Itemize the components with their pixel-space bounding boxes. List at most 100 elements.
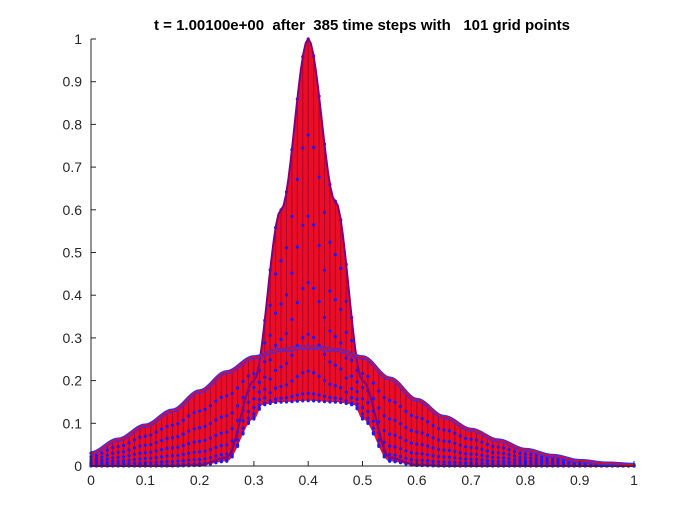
grid-point-marker [290,214,294,219]
grid-point-marker [339,386,343,390]
grid-point-marker [154,460,158,464]
grid-point-marker [312,392,316,396]
grid-point-marker [116,444,120,449]
grid-point-marker [252,412,256,416]
grid-point-marker [377,443,381,447]
grid-point-marker [279,396,283,400]
grid-point-marker [458,461,462,465]
x-tick-label: 0.5 [353,472,373,488]
grid-point-marker [453,449,457,454]
grid-point-marker [284,331,289,336]
grid-point-marker [214,399,218,403]
grid-point-marker [333,400,337,404]
grid-point-marker [377,420,381,424]
x-tick-label: 0.4 [298,472,318,488]
grid-point-marker [214,454,218,458]
grid-point-marker [116,450,120,455]
grid-point-marker [257,406,261,410]
grid-point-marker [284,400,289,404]
grid-point-marker [404,449,408,453]
grid-point-marker [540,460,544,464]
grid-point-marker [290,271,294,275]
grid-point-marker [181,432,185,436]
grid-point-marker [371,430,375,435]
grid-point-marker [322,379,327,383]
grid-point-marker [138,435,142,439]
grid-point-marker [333,384,337,388]
grid-point-marker [176,459,180,463]
grid-point-marker [393,418,397,422]
grid-point-marker [274,311,278,315]
grid-point-marker [382,453,386,457]
grid-point-marker [257,390,261,394]
grid-point-marker [225,452,229,456]
grid-point-marker [176,453,180,457]
grid-point-marker [138,457,142,461]
grid-point-marker [474,457,479,462]
grid-point-marker [350,374,354,378]
grid-point-marker [149,442,153,447]
grid-point-marker [154,430,158,434]
grid-point-marker [279,384,283,389]
grid-point-marker [111,462,115,466]
grid-point-marker [94,457,99,461]
grid-point-marker [453,456,457,460]
y-tick-label: 0.1 [63,415,83,431]
grid-point-marker [284,246,289,250]
grid-point-marker [268,333,272,337]
grid-point-marker [312,223,316,227]
grid-point-marker [333,363,337,367]
grid-point-marker [170,423,175,427]
grid-point-marker [366,420,370,424]
grid-point-marker [230,439,234,443]
grid-point-marker [274,368,278,372]
y-tick-label: 0.9 [63,74,83,90]
grid-point-marker [198,439,202,443]
grid-point-marker [458,443,462,447]
grid-point-marker [366,410,370,414]
x-tick-label: 0.3 [244,472,264,488]
grid-point-marker [149,450,153,454]
grid-point-marker [453,441,457,445]
final-profile-line [90,346,635,466]
grid-point-marker [252,416,256,420]
grid-point-marker [458,456,462,461]
grid-point-markers [89,37,636,468]
grid-point-marker [388,432,392,436]
grid-point-marker [317,399,321,403]
grid-point-marker [431,423,435,428]
grid-point-marker [192,410,196,415]
grid-point-marker [312,335,316,340]
grid-point-marker [529,452,533,457]
grid-point-marker [246,416,251,420]
grid-point-marker [545,458,549,463]
grid-point-marker [159,427,164,431]
grid-point-marker [442,428,446,432]
x-tick-label: 0.6 [407,472,427,488]
grid-point-marker [436,455,441,459]
grid-point-marker [442,460,446,464]
grid-point-marker [371,396,375,401]
grid-point-marker [382,414,386,418]
grid-point-marker [485,449,489,453]
grid-point-marker [279,400,283,404]
grid-point-marker [100,455,104,459]
grid-point-marker [333,334,337,339]
grid-point-marker [165,454,169,458]
grid-point-marker [219,452,223,457]
grid-point-marker [208,436,213,440]
grid-point-marker [198,450,202,454]
grid-point-marker [306,281,310,285]
grid-point-marker [404,456,408,460]
grid-point-marker [382,428,386,433]
grid-point-marker [464,445,468,449]
grid-point-marker [284,396,289,400]
grid-point-marker [447,460,451,464]
x-tick-label: 0.2 [190,472,210,488]
grid-point-marker [241,430,245,435]
grid-point-marker [290,353,294,357]
grid-point-marker [388,398,392,403]
grid-point-marker [263,401,267,405]
grid-point-marker [496,456,500,460]
grid-point-marker [388,417,392,421]
